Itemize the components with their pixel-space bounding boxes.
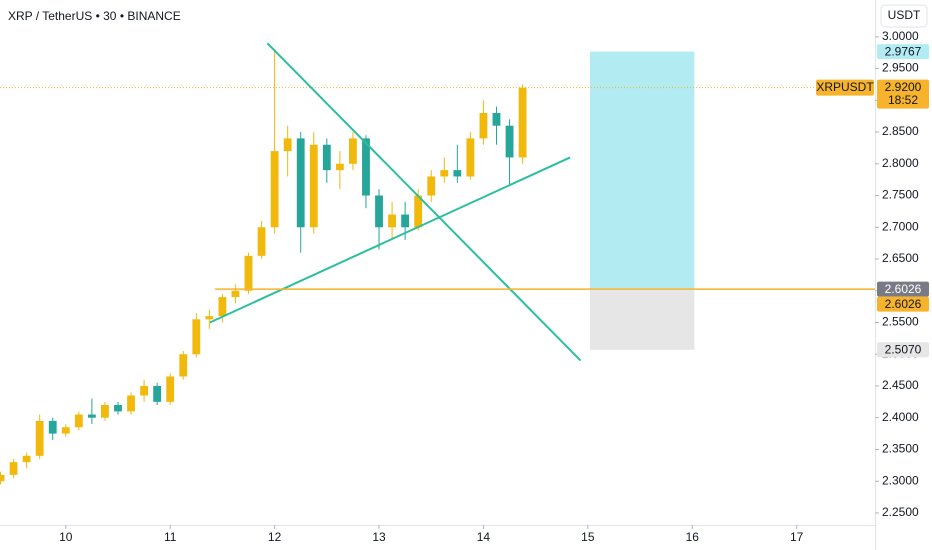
candle-body (335, 163, 344, 171)
x-tick-label: 11 (164, 530, 177, 544)
countdown: 18:52 (888, 93, 918, 107)
x-tick-label: 12 (268, 530, 282, 544)
candle-body (231, 290, 240, 298)
candle-body (87, 414, 96, 418)
candle-body (9, 462, 18, 475)
x-tick-label: 14 (477, 530, 491, 544)
currency[interactable]: USDT (888, 8, 921, 22)
candle-body (362, 138, 370, 196)
candle-body (101, 405, 109, 418)
candle-body (518, 87, 527, 158)
trendline (266, 42, 582, 362)
candle-body (309, 144, 318, 228)
y-tick-label: 3.0000 (882, 29, 919, 43)
candle-body (192, 319, 201, 355)
candle-body (401, 214, 410, 228)
candle-body (375, 195, 383, 228)
candle-body (74, 414, 83, 428)
x-tick-label: 17 (790, 530, 804, 544)
candle-body (166, 376, 175, 402)
y-tick-label: 2.5500 (882, 315, 919, 329)
candle-body (505, 125, 514, 158)
candle-body (283, 138, 292, 152)
candle-body (388, 214, 396, 228)
candle-body (479, 112, 488, 139)
candle-body (0, 474, 5, 482)
symbol-label: XRPUSDT (816, 80, 874, 94)
x-tick-label: 10 (59, 530, 73, 544)
candle-body (35, 420, 44, 456)
y-tick-label: 2.8500 (882, 124, 919, 138)
candle-body (127, 395, 135, 412)
target-zone (589, 51, 695, 290)
trendline (209, 156, 571, 324)
hline-badge (877, 296, 929, 312)
candle-body (48, 420, 57, 434)
entry-badge (877, 281, 929, 297)
stop-zone (589, 289, 695, 350)
hline-badge-label: 2.6026 (885, 297, 922, 311)
candle-body (466, 138, 475, 177)
candle-body (140, 385, 149, 396)
y-tick-label: 2.7000 (882, 219, 919, 233)
last-price-badge (877, 79, 929, 109)
candle-body (205, 316, 214, 320)
y-tick-label: 2.4500 (882, 378, 919, 392)
candle-body (440, 170, 449, 177)
y-tick-label: 2.3500 (882, 442, 919, 456)
candle-body (22, 455, 31, 463)
target-badge (877, 44, 929, 60)
candle-body (270, 151, 279, 228)
target-badge-label: 2.9767 (885, 44, 922, 58)
candle-body (153, 385, 162, 402)
candle-body (414, 195, 423, 228)
entry-badge-label: 2.6026 (885, 282, 922, 296)
y-tick-label: 2.6500 (882, 251, 919, 265)
candle-body (427, 176, 436, 196)
candle-body (114, 405, 122, 412)
y-tick-label: 2.9500 (882, 61, 919, 75)
x-tick-label: 16 (686, 530, 700, 544)
stop-badge (877, 342, 929, 358)
currency-button[interactable] (880, 4, 928, 28)
y-tick-label: 2.3000 (882, 473, 919, 487)
chart-title: XRP / TetherUS • 30 • BINANCE (8, 9, 181, 23)
candle-body (257, 227, 266, 256)
y-tick-label: 2.8000 (882, 156, 919, 170)
y-tick-label: 2.7500 (882, 188, 919, 202)
candle-body (453, 170, 462, 177)
candle-body (179, 354, 188, 377)
x-tick-label: 15 (581, 530, 595, 544)
candle-body (218, 297, 227, 317)
last-price-label: 2.9200 (885, 80, 922, 94)
y-tick-label: 2.4000 (882, 410, 919, 424)
candle-body (349, 138, 357, 164)
x-tick-label: 13 (372, 530, 386, 544)
stop-badge-label: 2.5070 (885, 342, 922, 356)
candle-body (244, 255, 253, 291)
candle-body (492, 112, 501, 126)
candle-body (322, 144, 331, 171)
candle-body (296, 138, 305, 228)
candle-body (61, 427, 70, 434)
symbol-badge (816, 79, 874, 96)
y-tick-label: 2.2500 (882, 505, 919, 519)
